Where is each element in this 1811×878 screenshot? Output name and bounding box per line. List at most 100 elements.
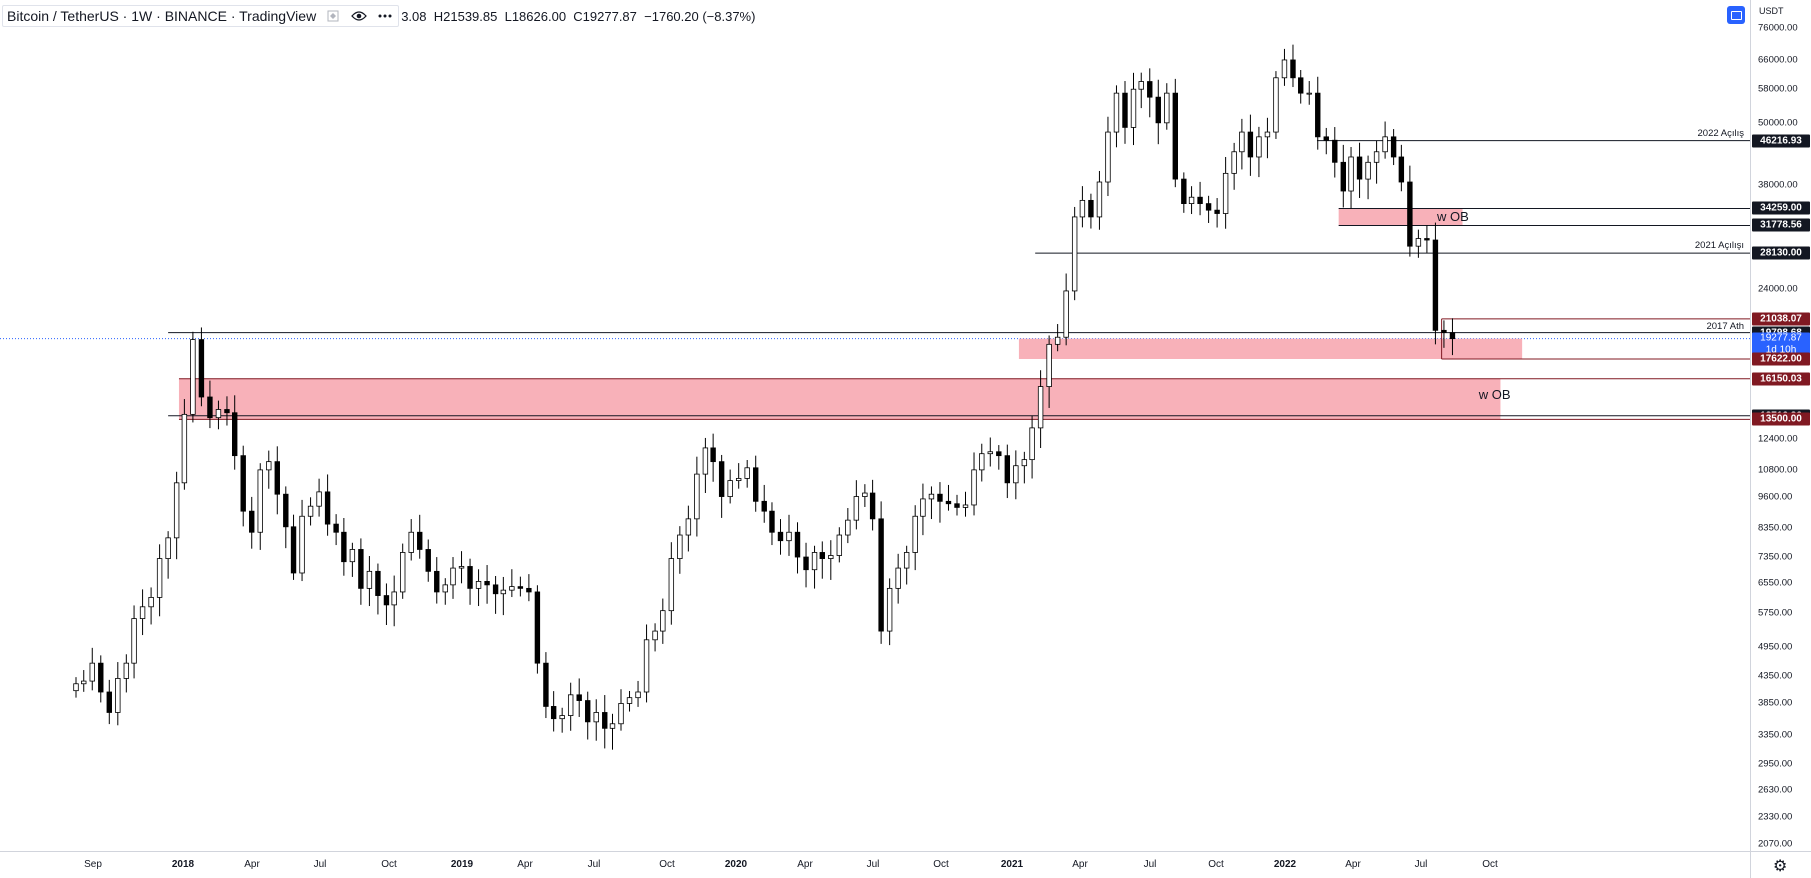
candle-body: [828, 555, 834, 559]
candle-body: [509, 586, 515, 591]
price-axis[interactable]: USDT 76000.00 66000.00 58000.00 50000.00 380…: [1750, 0, 1811, 851]
candle-body: [1096, 181, 1103, 218]
zone-label-upper[interactable]: w OB: [1436, 209, 1469, 225]
candle-body: [324, 491, 331, 525]
currency-label[interactable]: USDT: [1759, 6, 1784, 16]
candle-body: [484, 581, 490, 586]
time-tick: Apr: [1072, 859, 1088, 870]
candle-body: [1449, 332, 1456, 340]
level-label-2022-open[interactable]: 2022 Açılış: [1697, 127, 1744, 139]
candle-body: [492, 584, 499, 595]
candle-body: [98, 662, 104, 693]
level-label-2017-ath[interactable]: 2017 Ath: [1706, 320, 1744, 332]
candle-body: [81, 680, 87, 685]
candle-body: [290, 526, 297, 574]
candle-body: [1172, 92, 1179, 180]
candle-body: [1256, 136, 1262, 158]
candle-body: [458, 566, 465, 569]
candle-body: [307, 505, 314, 517]
axis-corner[interactable]: ⚙: [1750, 851, 1811, 878]
candle-body: [198, 339, 205, 398]
legend-open-partial: 3.08: [401, 8, 427, 24]
candle-body: [937, 493, 943, 502]
chart-pane[interactable]: 2022 Açılış 2021 Açılışı 2017 Ath w OB w OB: [0, 0, 1750, 851]
candle-body: [685, 518, 692, 536]
candle-body: [1264, 131, 1271, 138]
candle-body: [996, 451, 1002, 457]
candle-body: [1021, 459, 1028, 467]
flag-icon[interactable]: [324, 8, 342, 24]
level-label-2021-open[interactable]: 2021 Açılışı: [1694, 240, 1744, 252]
candle-body: [1332, 139, 1338, 163]
candle-body: [1281, 59, 1288, 79]
candle-body: [1231, 151, 1237, 174]
price-tick: 2950.00: [1758, 758, 1793, 770]
price-tick: 4950.00: [1758, 641, 1793, 653]
gear-icon[interactable]: ⚙: [1773, 858, 1788, 875]
price-label-dark: 31778.56: [1752, 218, 1810, 232]
candle-body: [1155, 96, 1161, 124]
candle-body: [215, 409, 222, 419]
candle-body: [1088, 199, 1094, 218]
candle-body: [1054, 336, 1061, 345]
eye-icon[interactable]: [350, 8, 368, 24]
price-label-red: 16150.03: [1752, 372, 1810, 386]
legend-high: H21539.85: [433, 8, 498, 24]
candle-body: [1340, 161, 1346, 192]
candle-body: [1398, 156, 1405, 183]
price-chart[interactable]: [0, 0, 1750, 851]
candle-body: [753, 467, 759, 502]
price-tick: 6550.00: [1758, 577, 1793, 589]
candle-body: [811, 552, 818, 571]
candle-body: [1273, 77, 1279, 133]
price-tick: 8350.00: [1758, 522, 1793, 534]
order-block-zone: [1018, 338, 1523, 359]
candle-body: [366, 570, 373, 589]
candle-body: [316, 491, 322, 507]
time-tick: 2021: [1000, 859, 1024, 870]
time-tick: Oct: [933, 859, 949, 870]
candle-body: [618, 703, 624, 725]
candle-body: [954, 503, 960, 508]
candle-body: [123, 662, 130, 679]
price-tick: 66000.00: [1758, 54, 1798, 66]
candle-body: [643, 639, 650, 693]
candle-body: [1348, 156, 1354, 192]
more-dots-icon[interactable]: [376, 8, 394, 24]
candle-body: [408, 531, 414, 553]
candle-body: [559, 715, 565, 720]
candle-body: [1029, 427, 1035, 461]
candle-body: [979, 453, 985, 471]
legend-symbol-text: Bitcoin / TetherUS · 1W · BINANCE · Trad…: [7, 8, 317, 24]
zone-label-lower[interactable]: w OB: [1478, 386, 1511, 402]
candle-body: [165, 537, 171, 559]
price-tick: 12400.00: [1758, 433, 1798, 445]
legend-title-box[interactable]: Bitcoin / TetherUS · 1W · BINANCE · Trad…: [2, 5, 400, 27]
time-tick: 2019: [450, 859, 474, 870]
candle-body: [1441, 329, 1447, 334]
candle-body: [115, 678, 121, 713]
candle-body: [928, 493, 935, 500]
candle-body: [73, 683, 79, 692]
price-tick: 3850.00: [1758, 697, 1793, 709]
candle-body: [1306, 92, 1312, 95]
candle-body: [735, 478, 742, 482]
time-tick: Apr: [797, 859, 813, 870]
candle-body: [232, 412, 238, 457]
candle-body: [718, 461, 725, 497]
candle-body: [249, 510, 255, 533]
screen-icon[interactable]: [1727, 6, 1745, 24]
time-axis[interactable]: Sep 2018 Apr Jul Oct 2019 Apr Jul Oct 2020 Apr Jul O…: [0, 851, 1750, 878]
time-tick: Apr: [244, 859, 260, 870]
candle-body: [450, 567, 456, 586]
price-label-red: 13500.00: [1752, 412, 1810, 426]
candle-body: [1222, 172, 1229, 214]
price-label-dark: 34259.00: [1752, 201, 1810, 215]
candle-body: [467, 566, 473, 589]
candle-body: [1063, 290, 1069, 338]
price-label-red: 21038.07: [1752, 312, 1810, 326]
candle-body: [845, 519, 851, 536]
price-tick: 3350.00: [1758, 729, 1793, 741]
candle-body: [668, 558, 675, 612]
candle-body: [702, 447, 709, 475]
